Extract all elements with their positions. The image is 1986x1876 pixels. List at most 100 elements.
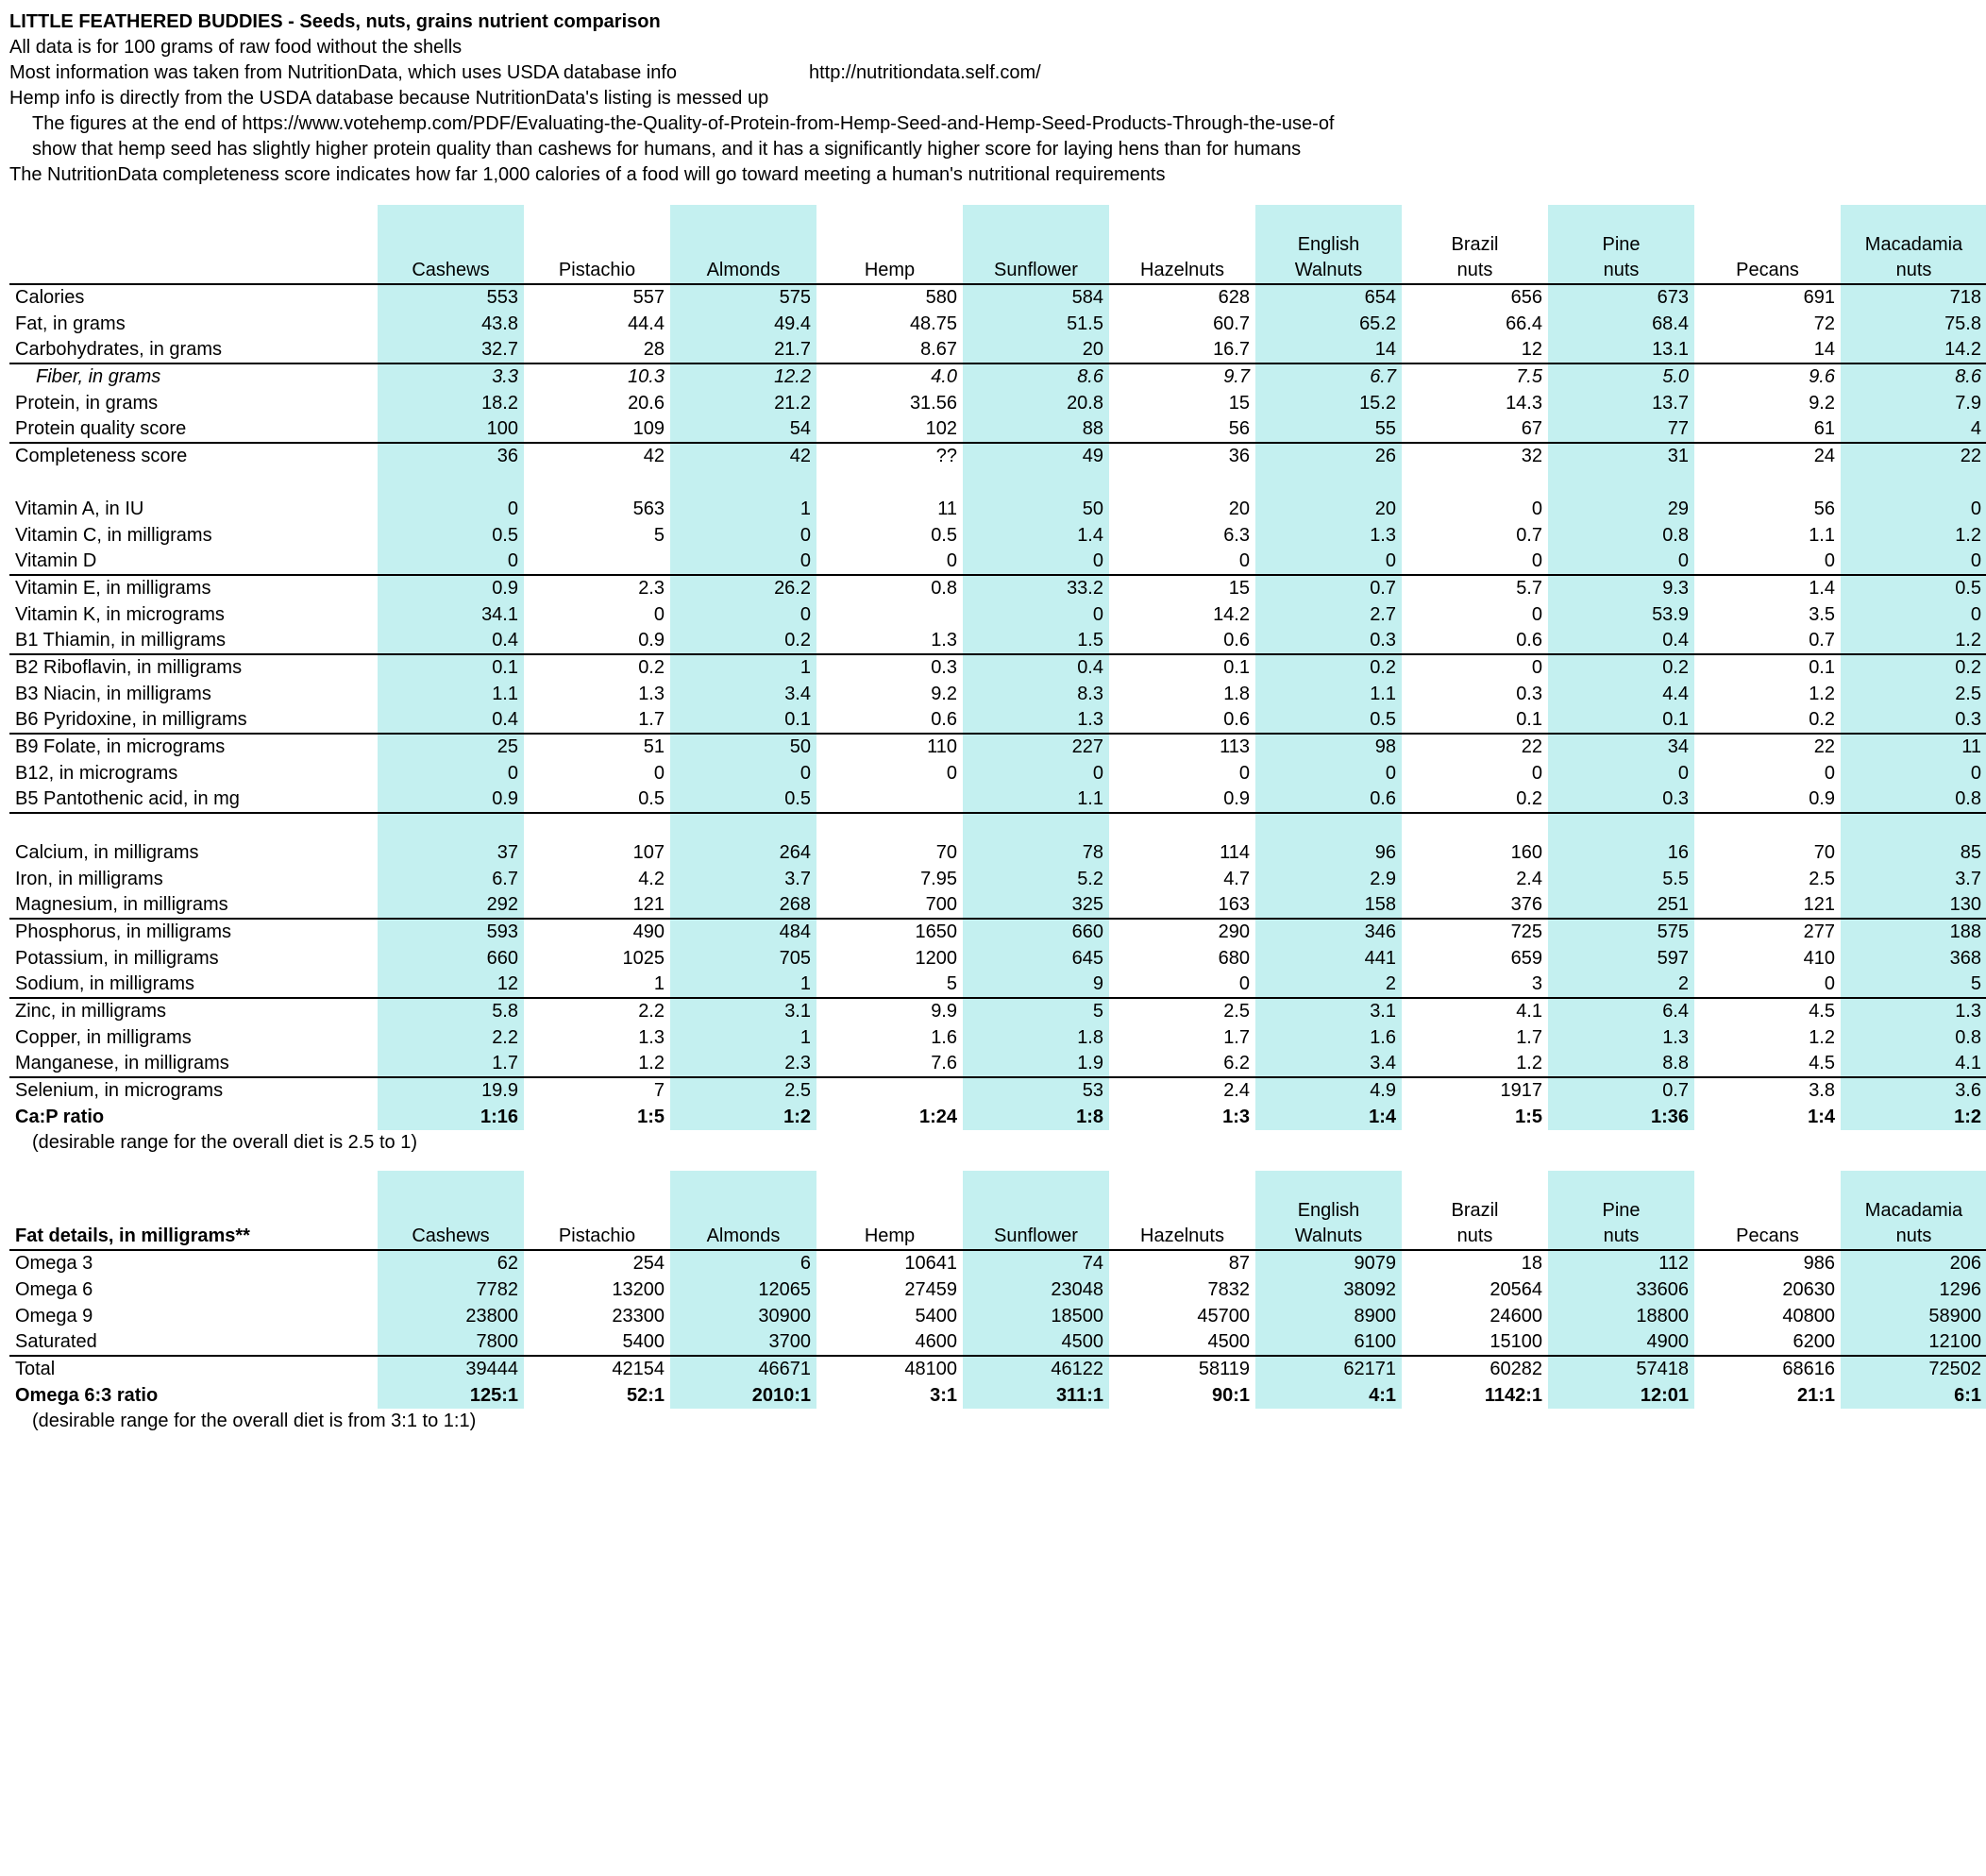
data-cell: 3.7 bbox=[670, 866, 816, 892]
data-cell: 5 bbox=[963, 998, 1109, 1024]
data-cell: 0.6 bbox=[1255, 786, 1402, 813]
data-cell: 102 bbox=[816, 416, 963, 443]
data-cell: 1 bbox=[670, 1024, 816, 1051]
data-cell: 18.2 bbox=[378, 390, 524, 416]
data-cell: 22 bbox=[1694, 734, 1841, 760]
column-header: Brazil bbox=[1402, 1197, 1548, 1224]
data-cell: 1:36 bbox=[1548, 1104, 1694, 1130]
data-cell: 38092 bbox=[1255, 1276, 1402, 1303]
data-cell: 1917 bbox=[1402, 1077, 1548, 1104]
data-cell: 3.4 bbox=[670, 681, 816, 707]
data-cell: 158 bbox=[1255, 892, 1402, 919]
data-cell: 8.67 bbox=[816, 337, 963, 363]
data-cell: 0.4 bbox=[963, 654, 1109, 681]
data-cell: 0.1 bbox=[1402, 707, 1548, 734]
column-header: Macadamia bbox=[1841, 231, 1986, 258]
data-cell: 56 bbox=[1694, 496, 1841, 522]
data-cell: 2.5 bbox=[1109, 998, 1255, 1024]
data-cell: 78 bbox=[963, 839, 1109, 866]
data-cell: 21.7 bbox=[670, 337, 816, 363]
data-cell: 0 bbox=[378, 496, 524, 522]
data-cell: 584 bbox=[963, 284, 1109, 311]
data-cell: 268 bbox=[670, 892, 816, 919]
data-cell: 0 bbox=[1841, 760, 1986, 786]
data-cell: 1.3 bbox=[1841, 998, 1986, 1024]
data-cell: 67 bbox=[1402, 416, 1548, 443]
column-header: Hemp bbox=[816, 1224, 963, 1250]
data-cell: 5.0 bbox=[1548, 363, 1694, 390]
data-cell: 2.9 bbox=[1255, 866, 1402, 892]
data-cell: 1 bbox=[670, 496, 816, 522]
data-cell: 12.2 bbox=[670, 363, 816, 390]
intro-line: All data is for 100 grams of raw food wi… bbox=[9, 35, 1977, 60]
column-header bbox=[524, 1197, 670, 1224]
row-label: Vitamin C, in milligrams bbox=[9, 522, 378, 549]
data-cell: 5400 bbox=[816, 1303, 963, 1329]
data-cell: 0 bbox=[670, 549, 816, 575]
data-cell: 160 bbox=[1402, 839, 1548, 866]
data-cell: 90:1 bbox=[1109, 1382, 1255, 1409]
data-cell: 1025 bbox=[524, 945, 670, 972]
data-cell: 0 bbox=[1109, 549, 1255, 575]
data-cell: 9.6 bbox=[1694, 363, 1841, 390]
data-cell: ?? bbox=[816, 443, 963, 469]
row-label: Fat, in grams bbox=[9, 311, 378, 337]
data-cell: 0 bbox=[963, 601, 1109, 628]
data-cell: 597 bbox=[1548, 945, 1694, 972]
data-cell: 7.6 bbox=[816, 1051, 963, 1077]
data-cell: 490 bbox=[524, 919, 670, 945]
data-cell: 264 bbox=[670, 839, 816, 866]
column-header bbox=[963, 231, 1109, 258]
data-cell: 14.2 bbox=[1109, 601, 1255, 628]
data-cell: 0.1 bbox=[1548, 707, 1694, 734]
data-cell: 5 bbox=[1841, 972, 1986, 998]
data-cell: 0 bbox=[670, 760, 816, 786]
data-cell: 1.7 bbox=[1109, 1024, 1255, 1051]
data-cell: 56 bbox=[1109, 416, 1255, 443]
data-cell: 0 bbox=[670, 522, 816, 549]
data-cell: 0.6 bbox=[1402, 628, 1548, 654]
data-cell: 15.2 bbox=[1255, 390, 1402, 416]
data-cell: 1.2 bbox=[524, 1051, 670, 1077]
data-cell: 112 bbox=[1548, 1250, 1694, 1276]
column-header: nuts bbox=[1548, 1224, 1694, 1250]
data-cell: 58900 bbox=[1841, 1303, 1986, 1329]
data-cell: 8.6 bbox=[1841, 363, 1986, 390]
data-cell: 580 bbox=[816, 284, 963, 311]
data-cell: 660 bbox=[963, 919, 1109, 945]
data-cell: 62 bbox=[378, 1250, 524, 1276]
data-cell: 13200 bbox=[524, 1276, 670, 1303]
row-label: Omega 6 bbox=[9, 1276, 378, 1303]
data-cell: 0.5 bbox=[524, 786, 670, 813]
data-cell: 0.4 bbox=[378, 628, 524, 654]
data-cell: 12065 bbox=[670, 1276, 816, 1303]
column-header: Hazelnuts bbox=[1109, 1224, 1255, 1250]
data-cell: 0 bbox=[378, 760, 524, 786]
data-cell: 1.2 bbox=[1694, 1024, 1841, 1051]
data-cell: 4 bbox=[1841, 416, 1986, 443]
row-label: Magnesium, in milligrams bbox=[9, 892, 378, 919]
data-cell: 4.5 bbox=[1694, 1051, 1841, 1077]
data-cell: 654 bbox=[1255, 284, 1402, 311]
data-cell: 986 bbox=[1694, 1250, 1841, 1276]
data-cell: 346 bbox=[1255, 919, 1402, 945]
column-header: Almonds bbox=[670, 258, 816, 284]
data-cell: 21:1 bbox=[1694, 1382, 1841, 1409]
data-cell: 121 bbox=[1694, 892, 1841, 919]
data-cell: 0 bbox=[1109, 760, 1255, 786]
data-cell: 0 bbox=[670, 601, 816, 628]
data-cell: 0 bbox=[1694, 549, 1841, 575]
data-cell: 1:8 bbox=[963, 1104, 1109, 1130]
data-cell bbox=[524, 549, 670, 575]
data-cell: 277 bbox=[1694, 919, 1841, 945]
data-cell: 18 bbox=[1402, 1250, 1548, 1276]
data-cell: 1.3 bbox=[524, 1024, 670, 1051]
page-title: LITTLE FEATHERED BUDDIES - Seeds, nuts, … bbox=[9, 9, 1977, 35]
data-cell: 4.1 bbox=[1841, 1051, 1986, 1077]
data-cell: 1.8 bbox=[1109, 681, 1255, 707]
data-cell: 29 bbox=[1548, 496, 1694, 522]
data-cell: 51.5 bbox=[963, 311, 1109, 337]
data-cell: 0.8 bbox=[1841, 1024, 1986, 1051]
data-cell: 3.3 bbox=[378, 363, 524, 390]
data-cell: 15 bbox=[1109, 575, 1255, 601]
